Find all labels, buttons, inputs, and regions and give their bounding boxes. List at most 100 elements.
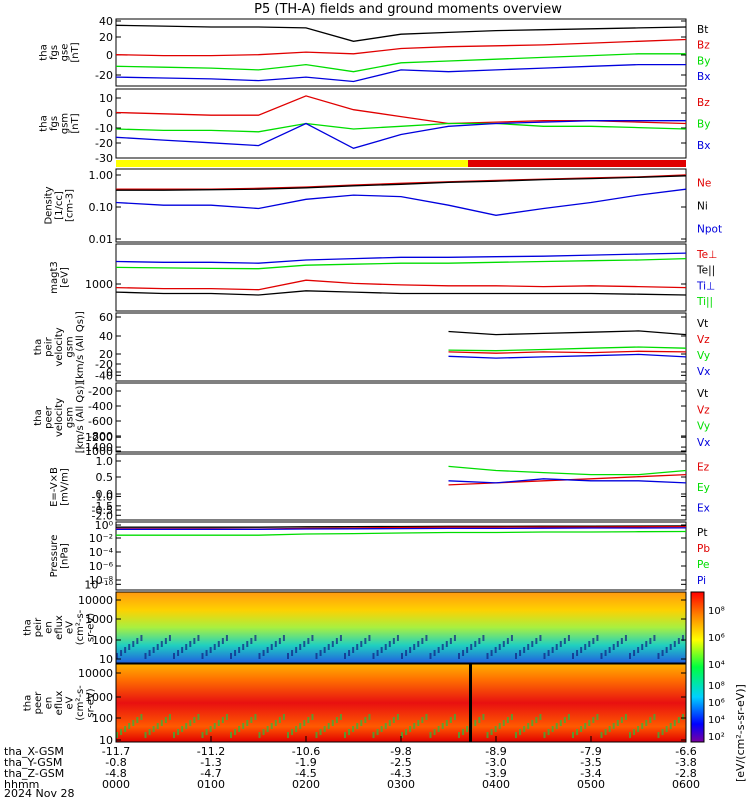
- peir_spec-streak: [401, 653, 403, 659]
- peir_spec-streak: [494, 647, 497, 653]
- peir_spec-streak: [156, 644, 159, 650]
- peer_spec-streak: [494, 726, 497, 732]
- peir_spec-streak: [124, 647, 127, 653]
- density-legend-Ne: Ne: [697, 178, 711, 190]
- efield-ytick-label: -0.5: [92, 504, 113, 517]
- x-row-value: 0300: [387, 778, 415, 791]
- peir_spec-streak: [295, 647, 298, 653]
- efield-ytick-label: -1.5: [92, 500, 113, 513]
- peir_spec-streak: [303, 641, 306, 647]
- panel-efield: 1.0 0.5 0.0 -0.5-1.0-1.5-2.0 E=-V×B [mV/m] Ez E…: [49, 453, 710, 522]
- peer_spec-streak: [600, 732, 603, 738]
- peir_spec-ytick-label: 10000: [78, 594, 113, 607]
- temperature-ylabel: [eV]: [59, 267, 70, 288]
- peir_spec-streak: [168, 635, 171, 641]
- peer_spec-streak: [608, 726, 611, 732]
- fgs_gse-ytick-label: -20: [95, 69, 113, 82]
- peir_velocity-ytick-label: 0: [106, 366, 113, 379]
- peer_spec-streak: [331, 720, 334, 726]
- peir_spec-streak: [600, 653, 603, 659]
- x-row-value: -11.2: [197, 745, 225, 758]
- peir_spec-streak: [396, 635, 399, 641]
- fgs_gsm-series-Bz: [115, 95, 687, 125]
- temperature-series-Te⊥: [115, 279, 687, 291]
- density-ytick-label: 0.01: [89, 233, 114, 246]
- pressure-legend-Pe: Pe: [697, 559, 709, 571]
- peer_spec-streak: [327, 723, 330, 729]
- x-row-value: 0400: [482, 778, 510, 791]
- pressure-legend-Pb: Pb: [697, 543, 710, 555]
- peer_velocity-ylabel: peer: [44, 405, 55, 429]
- peer_spec-streak: [221, 717, 224, 723]
- peer_spec-streak: [458, 732, 460, 738]
- peer_spec-streak: [612, 723, 615, 729]
- peir_spec-streak: [209, 647, 212, 653]
- peir_spec-streak: [482, 635, 485, 641]
- peir_spec-streak: [197, 635, 200, 641]
- x-row-value: -2.5: [390, 756, 411, 769]
- pressure-ytick-label: 10⁻¹⁰: [84, 578, 113, 591]
- fgs_gse-ylabel: gse: [59, 44, 70, 62]
- fgs_gse-series-Bt: [115, 24, 687, 42]
- peir_spec-streak: [612, 644, 615, 650]
- peir_spec-ytick-label: 100: [92, 634, 113, 647]
- x-row-value: -2.8: [675, 767, 696, 780]
- x-row-value: -4.5: [295, 767, 316, 780]
- peir_spec-streak: [323, 647, 326, 653]
- peir_spec-streak: [315, 653, 318, 659]
- peer_spec-streak: [278, 717, 281, 723]
- peer-spec-gap: [469, 664, 472, 742]
- peer_velocity-ytick-label: -200: [88, 385, 113, 398]
- peer_spec-streak: [323, 726, 326, 732]
- pressure-frame: [115, 521, 687, 591]
- peir_spec-streak: [221, 638, 224, 644]
- fgs_gse-legend-Bt: Bt: [697, 24, 708, 36]
- density-legend-Ni: Ni: [697, 201, 708, 213]
- peer_spec-ytick-label: 1000: [85, 691, 113, 704]
- peir_spec-streak: [262, 650, 265, 656]
- peer_velocity-frame: [115, 382, 687, 453]
- peer_spec-ylabel: eflux: [54, 691, 65, 716]
- temperature-series-Ti||: [115, 257, 687, 270]
- fgs_gse-frame: [115, 18, 687, 87]
- peer_spec-streak: [282, 714, 285, 720]
- peer_spec-streak: [653, 714, 656, 720]
- peer_spec-streak: [588, 720, 591, 726]
- peer_velocity-ylabel: velocity: [54, 398, 65, 437]
- panel-density: 1.00 0.10 0.01 Density [1/cc] [cm-3] Ne Ni Npot: [44, 168, 722, 246]
- peer_spec-streak: [136, 717, 139, 723]
- figure-title: P5 (TH-A) fields and ground moments over…: [254, 2, 562, 17]
- peir_spec-streak: [543, 653, 546, 659]
- peer_velocity-ylabel: tha: [33, 409, 44, 425]
- peir_spec-ytick-label: 10: [99, 653, 113, 666]
- peir_spec-streak: [132, 641, 135, 647]
- peir_spec-streak: [421, 638, 424, 644]
- peir_spec-streak: [490, 650, 493, 656]
- temperature-frame: [115, 243, 687, 312]
- x-row-value: -3.9: [485, 767, 506, 780]
- peir_velocity-ytick-label: 20: [99, 348, 113, 361]
- peer_spec-ylabel: eV: [65, 696, 76, 709]
- peir_velocity-ytick-label: -20: [95, 358, 113, 371]
- peir_spec-streak: [588, 641, 591, 647]
- peer_spec-streak: [148, 729, 151, 735]
- density-ylabel: [cm-3]: [65, 189, 76, 222]
- peir_spec-streak: [645, 641, 648, 647]
- peer_spec-streak: [230, 732, 232, 738]
- temperature-legend-Ti||: Ti||: [696, 296, 713, 308]
- peer_spec-streak: [242, 723, 245, 729]
- peir_spec-streak: [193, 638, 196, 644]
- peer_velocity-ylabel: gsm: [65, 407, 76, 428]
- peir_spec-streak: [466, 647, 469, 653]
- pressure-series-Pe: [116, 530, 687, 536]
- peer_spec-heatmap: [116, 664, 686, 742]
- peir_spec-streak: [266, 647, 269, 653]
- peir_spec-streak: [287, 653, 289, 659]
- peir_spec-streak: [413, 644, 416, 650]
- peer_velocity-ylabel: [km/s (All Qs)]: [75, 382, 86, 454]
- temperature-legend-Te⊥: Te⊥: [696, 249, 717, 261]
- peer_spec-streak: [515, 732, 517, 738]
- peir_spec-streak: [429, 653, 432, 659]
- peer_spec-streak: [168, 714, 171, 720]
- peir_spec-heatmap: [116, 592, 686, 663]
